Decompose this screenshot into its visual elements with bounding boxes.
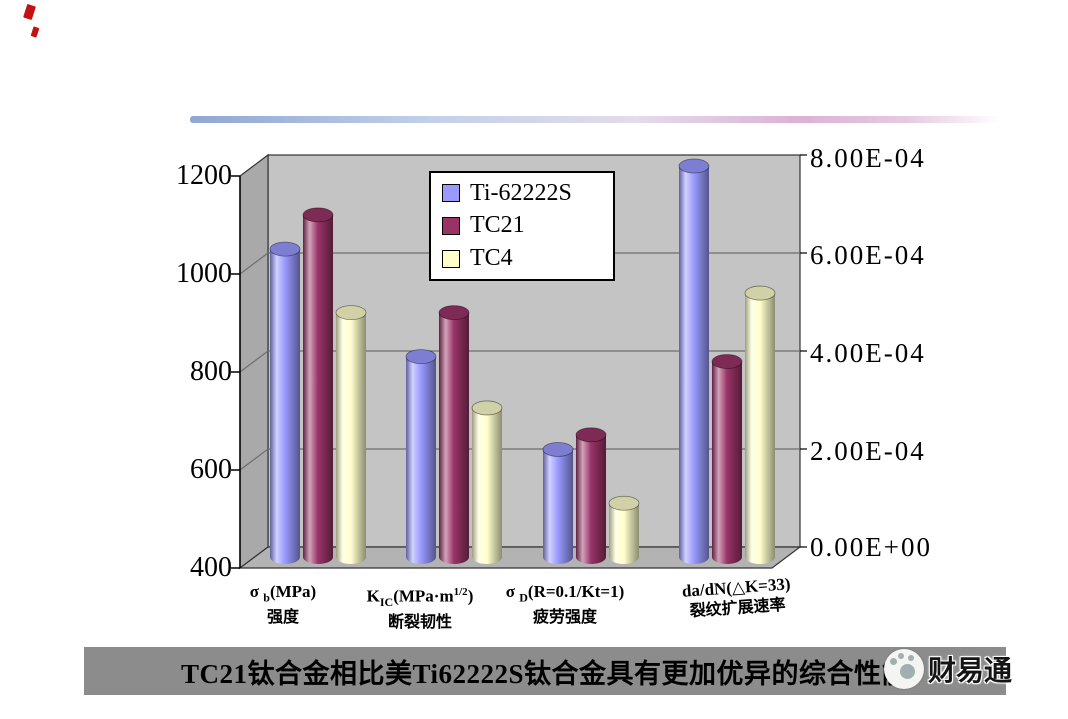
left-axis-ticks: [231, 175, 241, 569]
legend-item-ti62222s: Ti-62222S: [431, 180, 613, 207]
bar-TC4-cat2: [472, 407, 502, 564]
bar-top-TC21-cat2: [438, 305, 470, 321]
y-axis-tick-label: 400: [190, 552, 232, 583]
category-formula: σ D(R=0.1/Kt=1): [505, 582, 625, 605]
decor-gradient-rule: [190, 116, 1002, 123]
right-axis-tick-label: 6.00E-04: [810, 240, 926, 270]
y-axis-tick-label: 1000: [176, 258, 232, 289]
bar-top-TC4-cat2: [471, 400, 503, 416]
bar-top-TC4-cat1: [335, 305, 367, 321]
decor-red-mark: [23, 3, 36, 21]
category-label-fracture-toughness: KIC(MPa·m1/2) 断裂韧性: [310, 582, 530, 634]
legend-item-tc21: TC21: [431, 212, 613, 239]
category-label-fatigue-strength: σ D(R=0.1/Kt=1) 疲劳强度: [455, 582, 675, 629]
bar-top-Ti-62222S-cat1: [269, 241, 301, 257]
watermark-text: 财易通: [928, 656, 1013, 687]
y-axis-tick-label: 1200: [176, 160, 232, 191]
right-axis-tick-label: 2.00E-04: [810, 436, 926, 466]
bar-top-TC4-cat3: [608, 495, 640, 511]
bar-top-TC21-cat4: [711, 354, 743, 369]
category-label-crack-growth-rate: da/dN(△K=33) 裂纹扩展速率: [626, 570, 848, 627]
bar-TC4-cat1: [336, 312, 366, 564]
bar-Ti-62222S-cat3: [543, 449, 573, 564]
bar-top-TC21-cat3: [575, 427, 607, 443]
legend-label: Ti-62222S: [470, 179, 572, 206]
watermark-logo-icon: [884, 649, 924, 689]
watermark: 财易通: [884, 649, 1012, 689]
bar-TC21-cat2: [439, 312, 469, 564]
bar-Ti-62222S-cat1: [270, 249, 300, 564]
y-axis-tick-label: 800: [190, 356, 232, 387]
bar-TC4-cat4: [745, 293, 775, 564]
legend-swatch-tc21: [442, 216, 460, 235]
category-formula: KIC(MPa·m1/2): [366, 586, 474, 610]
chart-side-wall: [239, 153, 269, 570]
legend-label: TC21: [470, 212, 525, 239]
category-cn-label: 断裂韧性: [387, 614, 452, 632]
bar-top-Ti-62222S-cat3: [542, 442, 574, 457]
bar-Ti-62222S-cat4: [679, 166, 709, 564]
bar-top-Ti-62222S-cat2: [405, 349, 437, 365]
category-cn-label: 强度: [266, 609, 299, 627]
bar-TC21-cat1: [303, 214, 333, 564]
bar-top-TC4-cat4: [744, 285, 776, 301]
category-cn-label: 疲劳强度: [532, 609, 597, 627]
legend-swatch-tc4: [442, 249, 460, 268]
legend-swatch-ti62222s: [442, 184, 460, 203]
bar-TC21-cat3: [576, 434, 606, 564]
bar-TC4-cat3: [609, 503, 639, 564]
bar-TC21-cat4: [712, 361, 742, 564]
right-axis-ticks: [800, 154, 807, 548]
right-axis-tick-label: 8.00E-04: [810, 143, 926, 173]
right-axis-tick-label: 0.00E+00: [810, 532, 932, 562]
gridlines: [239, 252, 800, 471]
bar-Ti-62222S-cat2: [406, 356, 436, 564]
legend-item-tc4: TC4: [431, 245, 613, 272]
category-formula: σ b(MPa): [249, 582, 317, 605]
decor-red-mark: [30, 26, 40, 38]
bar-top-Ti-62222S-cat4: [678, 158, 710, 174]
category-label-strength: σ b(MPa) 强度: [173, 582, 393, 629]
bar-top-TC21-cat1: [302, 207, 334, 223]
conclusion-banner: TC21钛合金相比美Ti62222S钛合金具有更加优异的综合性能: [84, 647, 1006, 695]
legend-label: TC4: [470, 245, 513, 272]
y-axis-tick-label: 600: [190, 454, 232, 485]
chart-floor: [238, 546, 802, 569]
conclusion-text: TC21钛合金相比美Ti62222S钛合金具有更加优异的综合性能: [180, 658, 910, 689]
right-axis-tick-label: 4.00E-04: [810, 338, 926, 368]
chart-legend: Ti-62222S TC21 TC4: [429, 171, 615, 281]
